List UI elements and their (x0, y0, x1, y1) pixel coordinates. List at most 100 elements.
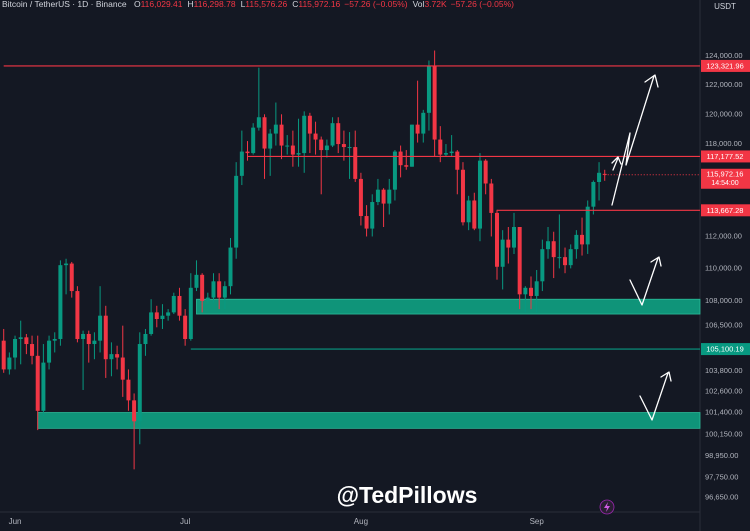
level-label: 113,667.28 (707, 206, 744, 215)
candle-body (324, 145, 329, 151)
price-label-box (701, 168, 750, 189)
candle-body (443, 153, 448, 155)
header: Bitcoin / TetherUS · 1D · Binance O116,0… (2, 0, 514, 9)
candle-body (375, 189, 380, 203)
level-label-box (701, 343, 750, 356)
ohlc-key: O (134, 0, 141, 9)
level-label-box (701, 59, 750, 72)
y-tick-label: 98,950.00 (705, 451, 738, 460)
ohlc-key: L (241, 0, 246, 9)
volume-value: 3.72K (424, 0, 447, 9)
y-tick-label: 102,600.00 (705, 387, 743, 396)
candle-body (149, 312, 154, 334)
y-tick-label: 124,000.00 (705, 51, 743, 60)
candle-body (517, 227, 522, 295)
candle-body (546, 241, 551, 250)
arrow (612, 157, 619, 171)
x-tick-label: Jun (9, 517, 22, 526)
candle-body (426, 66, 431, 113)
volume-change: −57.26 (−0.05%) (451, 0, 514, 9)
candle-body (13, 338, 18, 358)
candle-body (188, 287, 193, 339)
candle-body (489, 183, 494, 213)
candle-body (273, 124, 278, 134)
candle-body (523, 287, 528, 295)
y-tick-label: 97,750.00 (705, 472, 738, 481)
ohlc-value: 116,029.41 (141, 0, 183, 9)
support-zone (196, 298, 701, 315)
candle-body (370, 202, 375, 229)
arrow-head (660, 371, 672, 382)
candle-body (256, 117, 261, 128)
candle-body (103, 315, 108, 360)
candle-body (477, 160, 482, 229)
candle-body (290, 145, 295, 155)
candle-body (534, 281, 539, 296)
candle-body (472, 200, 477, 229)
candle-body (205, 297, 210, 301)
y-tick-label: 110,000.00 (705, 263, 742, 272)
candle-body (455, 151, 460, 170)
candle-body (166, 312, 171, 316)
candle-body (460, 169, 465, 223)
candle-body (75, 291, 80, 339)
candle-body (7, 357, 12, 370)
candle-body (222, 286, 227, 298)
candle-body (585, 206, 590, 245)
candle-body (421, 112, 426, 134)
candle-body (132, 400, 137, 422)
candle-body (41, 362, 46, 411)
candle-body (47, 340, 52, 363)
y-tick-label: 100,150.00 (705, 429, 743, 438)
candle-body (432, 66, 437, 140)
candle-body (200, 274, 205, 301)
candle-body (160, 315, 165, 320)
arrow (611, 75, 655, 206)
candle-body (319, 139, 324, 151)
candle-body (234, 175, 239, 248)
candle-body (557, 257, 562, 259)
candle-body (18, 337, 23, 339)
arrow (629, 257, 659, 306)
candle-body (177, 295, 182, 316)
candle-body (98, 315, 103, 341)
volume-key: Vol (413, 0, 425, 9)
candle-body (580, 234, 585, 245)
symbol: Bitcoin / TetherUS · 1D · Binance (2, 0, 127, 9)
candle-body (540, 249, 545, 282)
support-zone (37, 412, 701, 429)
candle-body (381, 189, 386, 204)
candle-body (115, 354, 120, 358)
y-tick-label: 96,650.00 (705, 492, 738, 501)
candle-body (24, 337, 29, 345)
candle-body (211, 281, 216, 298)
candle-body (392, 151, 397, 190)
y-tick-label: 101,400.00 (705, 408, 743, 417)
candle-body (500, 239, 505, 267)
candle-body (35, 355, 40, 411)
candle-body (92, 340, 97, 345)
candle-body (268, 133, 273, 149)
candle-body (313, 133, 318, 140)
arrow-head (611, 156, 622, 165)
candle-body (171, 295, 176, 313)
candle-body (279, 124, 284, 146)
y-tick-label: 118,000.00 (705, 139, 742, 148)
candle-body (466, 200, 471, 223)
overlay: @TedPillows USDT Bitcoin / TetherUS · 1D… (2, 0, 736, 515)
candle-body (591, 181, 596, 207)
candle-body (239, 151, 244, 176)
candle-body (336, 123, 341, 145)
candle-body (58, 265, 63, 339)
candle-body (64, 263, 69, 266)
candle-body (143, 333, 148, 345)
x-tick-label: Jul (180, 517, 190, 526)
candle-body (358, 178, 363, 217)
candle-body (30, 344, 35, 356)
candle-body (387, 189, 392, 204)
candle-body (494, 212, 499, 267)
y-tick-label: 120,000.00 (705, 109, 743, 118)
candle-body (307, 115, 312, 134)
candle-body (126, 379, 131, 401)
